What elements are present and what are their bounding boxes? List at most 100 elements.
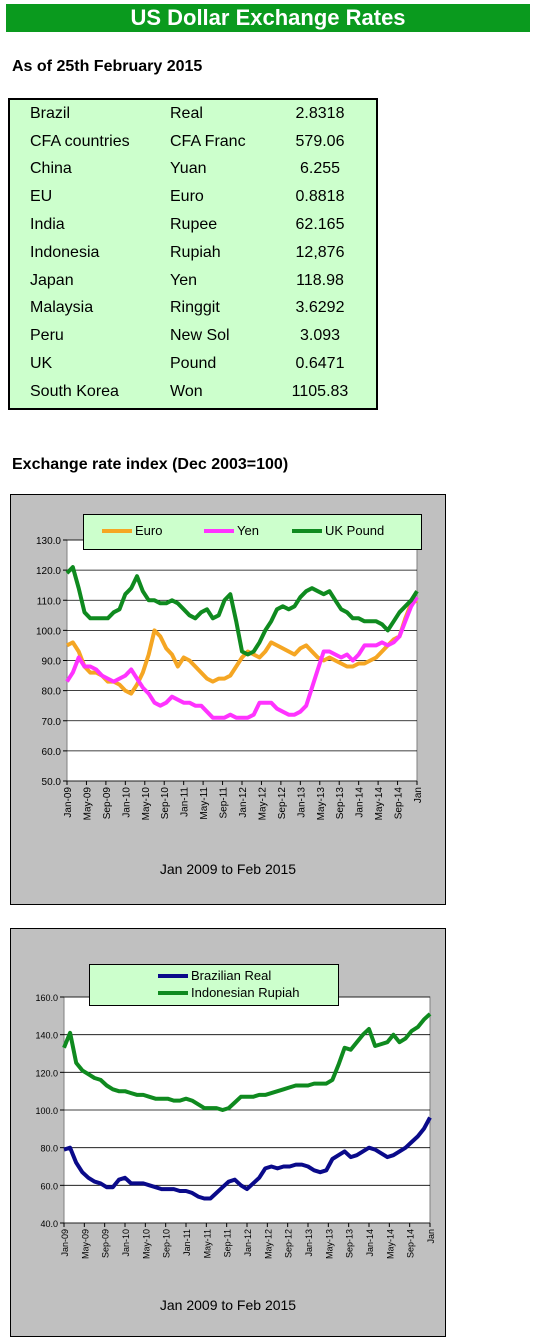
y-tick-label: 60.0 [40,1181,58,1191]
index-heading: Exchange rate index (Dec 2003=100) [12,456,289,473]
x-tick-label: Jan-12 [238,787,249,818]
y-tick-label: 50.0 [42,777,62,788]
x-tick-label: Jan-13 [296,787,307,818]
rate-cell: 12,876 [295,243,345,261]
y-tick-label: 120.0 [36,566,61,577]
legend-item: Yen [204,523,259,538]
legend-item: Euro [102,523,162,538]
x-tick-label: Jan-14 [365,1229,375,1257]
x-tick-label: May-11 [202,1229,212,1258]
x-tick-label: Jan-10 [121,1229,131,1257]
series-line-brazilian-real [63,1116,432,1201]
currency-cell: Yen [170,271,197,289]
legend-swatch [204,528,234,533]
x-tick-label: Sep-13 [345,1229,355,1258]
y-tick-label: 160.0 [35,993,58,1003]
x-tick-label: May-12 [263,1229,273,1259]
x-tick-label: Sep-14 [394,787,405,820]
series-line-euro [66,598,418,696]
x-tick-label: May-11 [199,787,210,820]
x-tick-label: May-09 [82,787,93,821]
y-tick-label: 130.0 [36,536,61,547]
table-row: Peru New Sol 3.093 [30,322,365,350]
y-tick-label: 90.0 [42,657,62,668]
x-tick-label: May-09 [80,1229,90,1259]
rate-cell: 3.093 [299,327,341,345]
y-tick-label: 100.0 [35,1106,58,1116]
rate-cell: 2.8318 [295,104,345,122]
y-tick-label: 60.0 [42,747,62,758]
currency-cell: Won [170,382,203,400]
series-line-uk-pound [65,565,419,657]
legend-label: Euro [135,523,163,538]
legend-item: UK Pound [292,523,384,538]
country-cell: China [30,160,72,178]
country-cell: Brazil [30,104,71,122]
country-cell: UK [30,355,53,373]
x-tick-label: Jan-12 [243,1229,253,1257]
rate-cell: 0.8818 [295,188,345,206]
rate-cell: 3.6292 [295,299,345,317]
currency-cell: Yuan [170,160,207,178]
x-tick-label: May-10 [141,787,152,821]
table-row: Brazil Real 2.8318 [30,100,365,128]
legend-swatch [158,990,188,995]
table-row: UK Pound 0.6471 [30,350,365,378]
x-tick-label: May-12 [257,787,268,821]
x-tick-label: Sep-11 [219,787,230,819]
x-tick-label: Sep-11 [223,1229,233,1257]
x-tick-label: Sep-10 [162,1229,172,1258]
currency-cell: Euro [170,188,204,206]
x-tick-label: Sep-12 [277,787,288,820]
legend-item: Brazilian Real [158,968,271,983]
y-tick-label: 140.0 [35,1031,58,1041]
currency-cell: Ringgit [170,299,220,317]
rate-cell: 118.98 [296,271,344,289]
y-tick-label: 100.0 [36,626,61,637]
chart-real-rupiah: 40.0 60.0 80.0 100.0 120.0 140.0 160.0 Jan-09 Ma… [10,928,446,1337]
series-line-yen [65,596,419,720]
legend-label: UK Pound [325,523,385,538]
x-tick-label: May-10 [141,1229,151,1259]
country-cell: Malaysia [30,299,94,317]
as-of-date: As of 25th February 2015 [12,58,203,75]
table-row: CFA countries CFA Franc 579.06 [30,128,365,156]
y-tick-label: 120.0 [35,1068,58,1078]
currency-cell: Pound [170,355,217,373]
rates-table-box: Brazil Real 2.8318 CFA countries CFA Franc 57… [8,98,378,410]
country-cell: Japan [30,271,74,289]
country-cell: EU [30,188,53,206]
currency-cell: Rupee [170,216,218,234]
currency-cell: Rupiah [170,243,221,261]
table-row: South Korea Won 1105.83 [30,378,365,406]
currency-cell: CFA Franc [170,132,246,150]
y-tick-label: 80.0 [42,687,62,698]
x-tick-label: Sep-09 [101,1229,111,1258]
legend-swatch [292,528,322,533]
x-tick-label: Jan-09 [63,787,74,818]
table-row: Indonesia Rupiah 12,876 [30,239,365,267]
table-row: India Rupee 62.165 [30,211,365,239]
x-tick-label: Jan [413,787,424,803]
table-row: China Yuan 6.255 [30,156,365,184]
x-tick-label: Sep-09 [102,787,113,820]
legend-label: Indonesian Rupiah [191,985,300,1000]
legend-swatch [102,528,132,533]
y-tick-label: 70.0 [42,717,62,728]
x-tick-label: Sep-13 [335,787,346,820]
x-tick-label: May-13 [316,787,327,821]
x-tick-label: Jan-09 [60,1229,70,1257]
x-tick-label: May-14 [374,787,385,821]
country-cell: CFA countries [30,132,130,150]
table-row: Japan Yen 118.98 [30,267,365,295]
x-tick-label: Jan [426,1229,436,1244]
chart2-legend: Brazilian Real Indonesian Rupiah [89,964,339,1006]
page-title: US Dollar Exchange Rates [6,4,530,32]
rate-cell: 1105.83 [291,382,349,400]
country-cell: Indonesia [30,243,100,261]
chart1-legend: Euro Yen UK Pound [83,514,422,550]
rates-table: Brazil Real 2.8318 CFA countries CFA Franc 57… [30,100,365,406]
rate-cell: 6.255 [299,160,341,178]
x-tick-label: Jan-11 [180,787,191,817]
x-tick-label: Jan-13 [304,1229,314,1257]
